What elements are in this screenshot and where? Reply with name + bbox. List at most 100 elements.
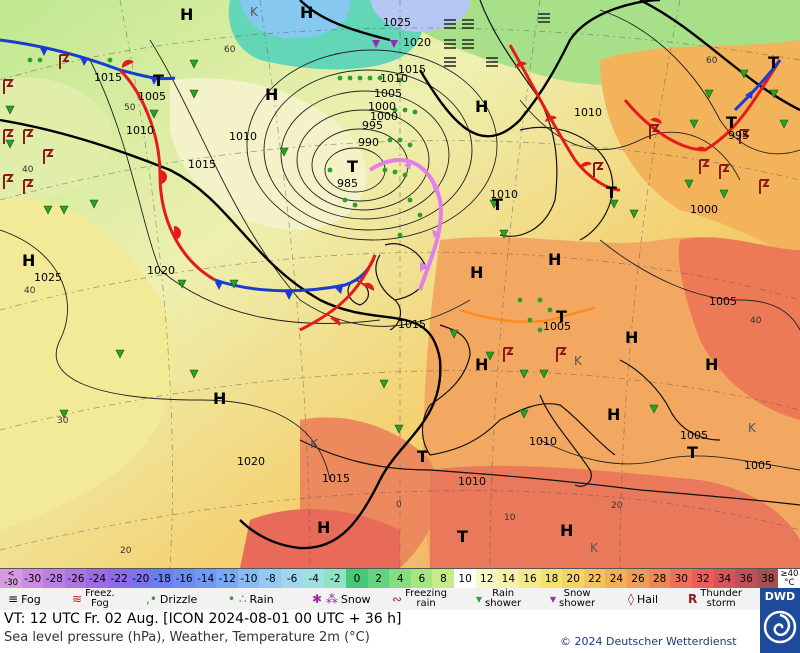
legend-item-rain-shower: ▾ Rain shower <box>476 588 521 610</box>
scale-cell: 8 <box>432 569 455 589</box>
svg-text:995: 995 <box>728 129 749 142</box>
svg-text:1010: 1010 <box>529 435 557 448</box>
graticule-labels: 60 50 40 40 30 20 0 10 20 40 60 <box>22 45 762 556</box>
scale-cell: -4 <box>302 569 325 589</box>
high-center: H <box>470 263 483 282</box>
low-center: T <box>606 183 617 202</box>
drizzle-icon: ,• <box>146 592 157 606</box>
legend-label: Drizzle <box>159 592 198 606</box>
scale-cell: -10 <box>237 569 260 589</box>
scale-cell: -14 <box>194 569 217 589</box>
svg-text:20: 20 <box>611 501 623 511</box>
weather-map: H H H H H H H H H H H H H H T T T T T T … <box>0 0 800 568</box>
legend-label: Rain <box>249 592 274 606</box>
legend-label: Freezing rain <box>405 588 447 609</box>
svg-text:40: 40 <box>750 316 762 326</box>
svg-text:1015: 1015 <box>322 472 350 485</box>
cold-front <box>733 59 782 112</box>
temperature-field <box>0 0 800 568</box>
fog-symbols <box>444 13 550 67</box>
high-center: H <box>475 97 488 116</box>
svg-text:1005: 1005 <box>709 295 737 308</box>
legend-label: Freez. Fog <box>85 588 115 609</box>
scale-cell: -12 <box>216 569 239 589</box>
high-center: H <box>317 518 330 537</box>
scale-cell: 28 <box>648 569 671 589</box>
scale-cell: 14 <box>497 569 520 589</box>
high-center: H <box>475 355 488 374</box>
scale-cell: 12 <box>475 569 498 589</box>
cold-front <box>0 38 176 81</box>
scale-cell: -2 <box>324 569 347 589</box>
legend-item-fog: ≡ Fog <box>8 588 41 610</box>
svg-text:1010: 1010 <box>490 188 518 201</box>
high-center: H <box>625 328 638 347</box>
svg-text:1010: 1010 <box>380 72 408 85</box>
svg-text:40: 40 <box>22 165 34 175</box>
warm-front <box>299 254 377 332</box>
rain-shower-symbols <box>5 59 789 434</box>
freezing-rain-icon: ∾ <box>392 592 403 606</box>
scale-cell: 38 <box>756 569 779 589</box>
svg-text:60: 60 <box>224 45 236 55</box>
low-center: T <box>417 447 428 466</box>
low-center: T <box>556 307 567 326</box>
legend-item-drizzle: ,• Drizzle <box>146 588 197 610</box>
legend-label: Fog <box>21 592 41 606</box>
front-symbols <box>40 48 753 326</box>
svg-text:K: K <box>590 541 599 555</box>
svg-text:40: 40 <box>24 286 36 296</box>
valid-time: VT: 12 UTC Fr. 02 Aug. [ICON 2024-08-01 … <box>4 611 402 627</box>
svg-text:1010: 1010 <box>229 130 257 143</box>
legend-item-hail: ◊ Hail <box>628 588 658 610</box>
svg-text:1010: 1010 <box>458 475 486 488</box>
pressure-labels: 1025 1020 1015 1010 1005 1000 995 990 98… <box>34 16 772 488</box>
snow-shower-icon: ▾ <box>550 592 557 606</box>
legend-label: Rain shower <box>485 588 522 609</box>
map-description: Sea level pressure (hPa), Weather, Tempe… <box>4 630 370 645</box>
scale-cell: 24 <box>605 569 628 589</box>
scale-cell: 16 <box>518 569 542 589</box>
svg-text:985: 985 <box>337 177 358 190</box>
scale-cell: ≥40 °C <box>778 569 800 589</box>
high-center: H <box>180 5 193 24</box>
scale-cell: 32 <box>691 569 714 589</box>
scale-cell: 30 <box>670 569 693 589</box>
svg-text:K: K <box>748 421 757 435</box>
svg-text:1005: 1005 <box>744 459 772 472</box>
legend-item-thunderstorm: R Thunder storm <box>688 588 742 610</box>
svg-text:1010: 1010 <box>126 124 154 137</box>
scale-cell: -22 <box>108 569 131 589</box>
dwd-logo-text: DWD <box>764 590 796 603</box>
scale-cell: -6 <box>281 569 304 589</box>
svg-text:1025: 1025 <box>34 271 62 284</box>
warm-front <box>508 44 621 192</box>
low-center: T <box>347 157 358 176</box>
low-center: T <box>492 195 503 214</box>
scale-cell: 20 <box>562 569 585 589</box>
legend-label: Snow shower <box>559 588 596 609</box>
convergence-line <box>459 306 596 324</box>
svg-text:1025: 1025 <box>383 16 411 29</box>
pressure-centers: H H H H H H H H H H H H H H T T T T T T … <box>22 3 779 546</box>
svg-text:1015: 1015 <box>398 318 426 331</box>
legend-item-freezing-fog: ≋ Freez. Fog <box>72 588 115 610</box>
rain-icon: • ∴ <box>228 592 247 606</box>
svg-text:1005: 1005 <box>374 87 402 100</box>
svg-text:K: K <box>310 437 319 451</box>
svg-text:1020: 1020 <box>147 264 175 277</box>
low-center: T <box>153 71 164 90</box>
rain-shower-icon: ▾ <box>476 592 483 606</box>
legend-item-freezing-rain: ∾ Freezing rain <box>392 588 447 610</box>
hail-icon: ◊ <box>628 592 634 606</box>
svg-text:30: 30 <box>57 416 69 426</box>
graticule <box>0 0 800 568</box>
isobars-major <box>0 0 800 550</box>
svg-text:1010: 1010 <box>574 106 602 119</box>
svg-text:1020: 1020 <box>403 36 431 49</box>
svg-text:1015: 1015 <box>94 71 122 84</box>
scale-cell: 26 <box>627 569 650 589</box>
svg-text:1000: 1000 <box>368 100 396 113</box>
high-center: H <box>548 250 561 269</box>
scale-cell: -18 <box>151 569 174 589</box>
